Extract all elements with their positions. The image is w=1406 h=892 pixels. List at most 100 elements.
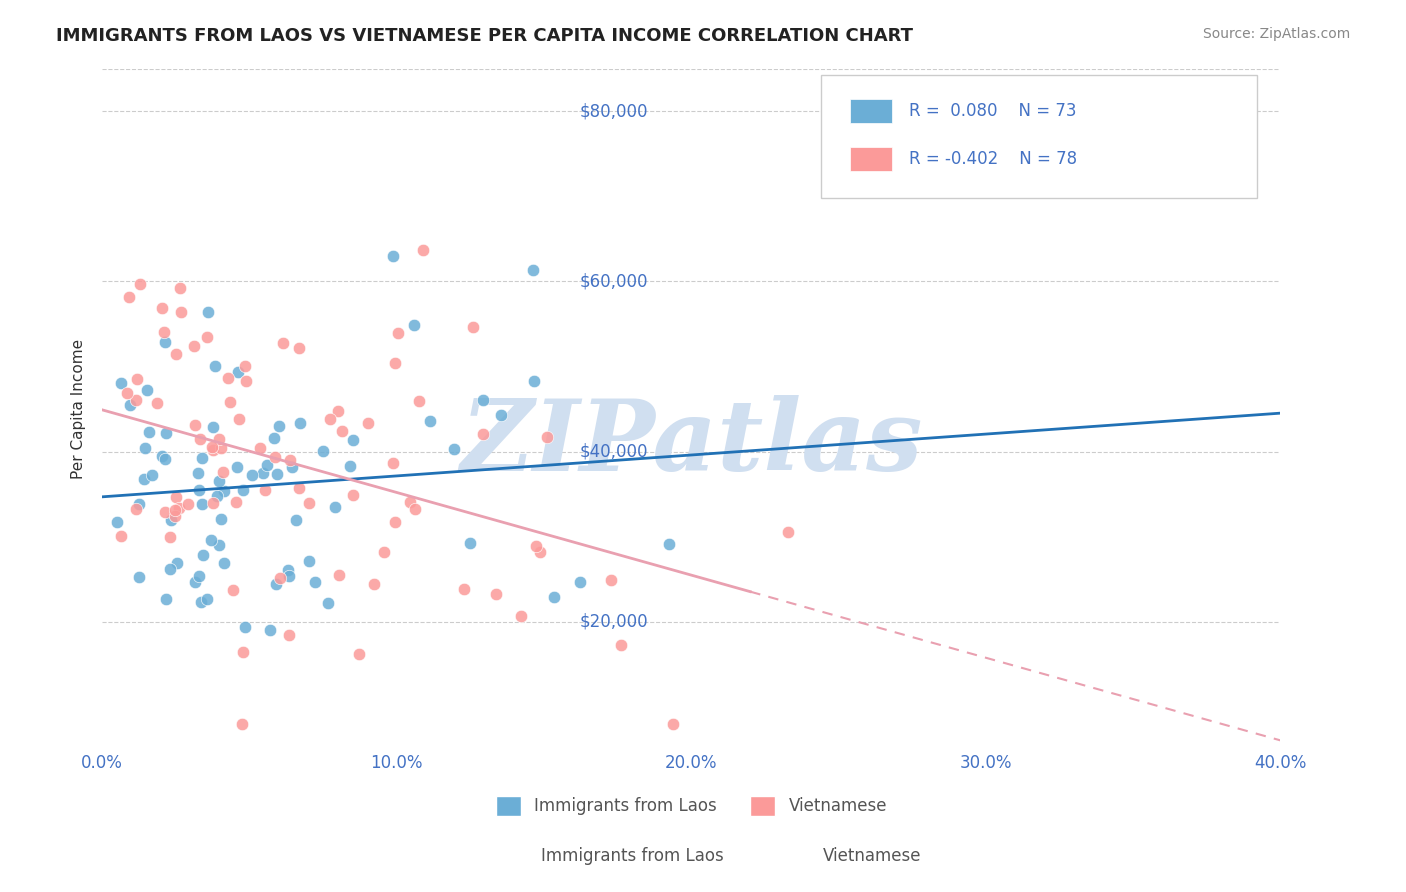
Point	[202, 443, 225, 458]
Point	[280, 460, 302, 475]
Point	[132, 472, 155, 486]
Point	[328, 567, 350, 582]
Point	[326, 404, 349, 418]
Point	[202, 496, 225, 510]
Point	[201, 420, 224, 434]
Point	[153, 505, 176, 519]
Point	[209, 442, 232, 456]
Point	[209, 512, 232, 526]
Point	[128, 570, 150, 584]
Point	[266, 467, 288, 482]
Point	[318, 596, 340, 610]
Point	[186, 466, 208, 480]
Point	[384, 356, 406, 370]
Point	[153, 334, 176, 349]
Text: ZIPatlas: ZIPatlas	[460, 395, 922, 491]
Point	[233, 359, 256, 374]
Point	[228, 412, 250, 426]
Point	[298, 496, 321, 510]
Point	[129, 277, 152, 291]
Point	[190, 595, 212, 609]
Point	[259, 624, 281, 638]
Point	[323, 500, 346, 514]
Point	[347, 647, 370, 661]
Point	[217, 371, 239, 385]
Point	[256, 458, 278, 472]
Point	[184, 417, 207, 432]
Point	[232, 645, 254, 659]
Point	[453, 582, 475, 596]
Point	[408, 393, 430, 408]
Point	[165, 347, 187, 361]
Point	[208, 538, 231, 552]
Point	[339, 458, 361, 473]
Point	[134, 441, 156, 455]
Point	[381, 456, 404, 470]
Point	[231, 717, 253, 731]
Bar	[851, 147, 891, 170]
Point	[404, 502, 426, 516]
Point	[152, 449, 174, 463]
Point	[221, 582, 243, 597]
Point	[610, 638, 633, 652]
Point	[125, 372, 148, 386]
Point	[278, 452, 301, 467]
Point	[523, 374, 546, 388]
Point	[661, 717, 683, 731]
Text: $80,000: $80,000	[579, 102, 648, 120]
Point	[471, 393, 494, 408]
Point	[201, 440, 224, 454]
Point	[183, 339, 205, 353]
Point	[165, 503, 187, 517]
Point	[155, 592, 177, 607]
Point	[191, 497, 214, 511]
Point	[177, 497, 200, 511]
Text: Source: ZipAtlas.com: Source: ZipAtlas.com	[1202, 27, 1350, 41]
Point	[110, 529, 132, 543]
Point	[138, 425, 160, 439]
Point	[384, 515, 406, 529]
Point	[357, 416, 380, 430]
Point	[169, 281, 191, 295]
Point	[298, 554, 321, 568]
Point	[461, 320, 484, 334]
Point	[342, 433, 364, 447]
Bar	[851, 99, 891, 123]
Point	[330, 424, 353, 438]
Point	[208, 432, 231, 446]
Text: Vietnamese: Vietnamese	[823, 847, 921, 865]
Point	[188, 483, 211, 497]
Point	[342, 487, 364, 501]
Point	[205, 489, 228, 503]
Point	[387, 326, 409, 340]
Point	[159, 530, 181, 544]
Point	[529, 545, 551, 559]
Point	[536, 430, 558, 444]
Point	[658, 537, 681, 551]
Point	[212, 483, 235, 498]
Point	[288, 416, 311, 430]
Point	[167, 500, 190, 515]
Point	[160, 513, 183, 527]
Point	[208, 474, 231, 488]
Text: $20,000: $20,000	[579, 613, 648, 631]
Point	[188, 569, 211, 583]
Point	[399, 495, 422, 509]
Point	[443, 442, 465, 456]
Point	[267, 419, 290, 434]
Point	[252, 466, 274, 480]
Point	[170, 305, 193, 319]
Point	[228, 366, 250, 380]
Point	[312, 443, 335, 458]
Point	[226, 459, 249, 474]
Text: R =  0.080    N = 73: R = 0.080 N = 73	[910, 102, 1077, 120]
Point	[522, 263, 544, 277]
Point	[304, 575, 326, 590]
Point	[136, 383, 159, 397]
Point	[184, 575, 207, 590]
Point	[141, 468, 163, 483]
Text: Immigrants from Laos: Immigrants from Laos	[541, 847, 724, 865]
Point	[188, 433, 211, 447]
Point	[412, 243, 434, 257]
Point	[128, 497, 150, 511]
